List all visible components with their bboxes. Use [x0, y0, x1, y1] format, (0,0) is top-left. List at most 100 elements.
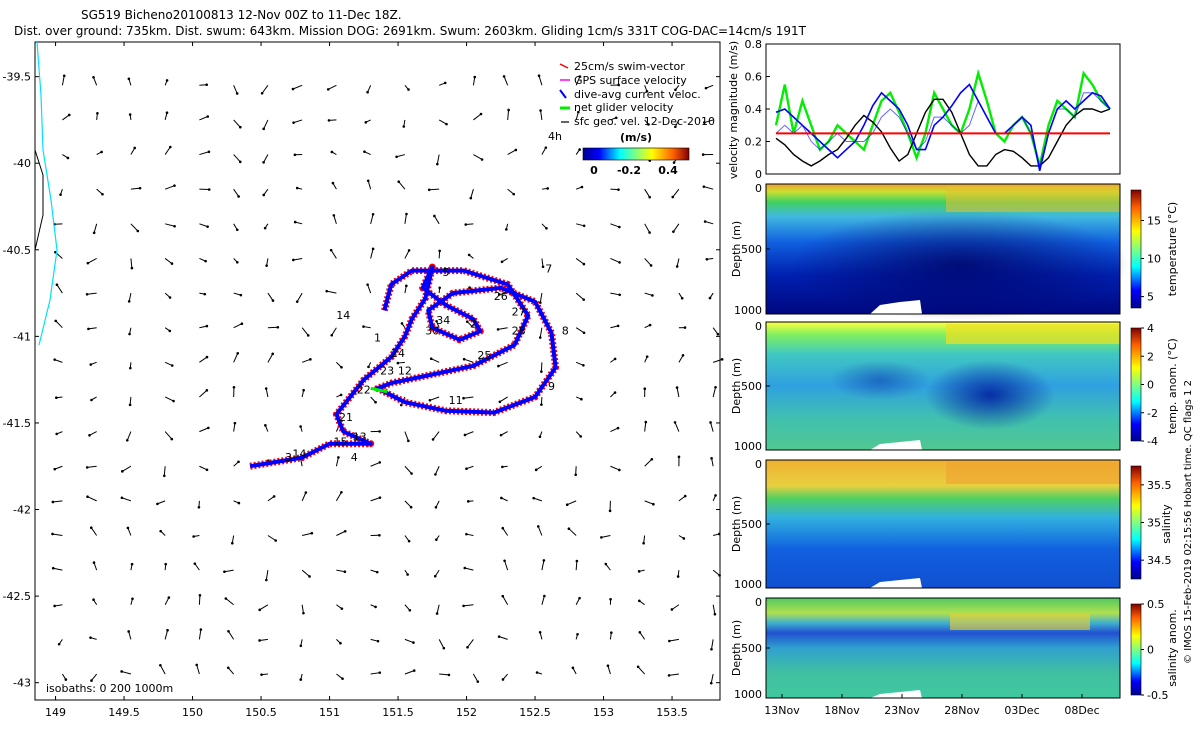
velocity-vector [233, 323, 243, 329]
velocity-vector-head [651, 294, 654, 297]
day-label: 1 [374, 332, 381, 345]
velocity-vector-head [429, 357, 433, 360]
velocity-vector [463, 604, 474, 607]
temp-anomaly-cold-patch [830, 360, 930, 400]
velocity-vector [396, 154, 406, 158]
temp-anomaly-colorbar-ticks: -4 -2 0 2 4 [1141, 322, 1158, 448]
velocity-vector-head [720, 358, 724, 361]
velocity-vector-head [378, 671, 382, 674]
velocity-vector-head [412, 641, 415, 644]
colorbar-tick-label: 15 [1147, 214, 1161, 227]
colorbar-tick-label: -0.5 [1147, 689, 1168, 702]
velocity-vector [669, 638, 679, 642]
velocity-vector [464, 431, 474, 436]
velocity-vector-head [343, 570, 347, 573]
velocity-vector-head [703, 220, 707, 223]
velocity-vector-head [239, 125, 242, 129]
velocity-vector-head [51, 532, 54, 536]
day-label: 34 [436, 314, 450, 327]
velocity-vector [90, 527, 98, 536]
velocity-vector-head [512, 192, 516, 196]
velocity-vector [533, 497, 543, 502]
velocity-vector-head [156, 502, 159, 506]
velocity-vector-head [501, 526, 505, 530]
velocity-vector-head [332, 214, 336, 217]
velocity-vector [261, 84, 269, 94]
velocity-vector [429, 396, 440, 401]
velocity-vector-head [434, 506, 438, 509]
velocity-vector-head [173, 184, 176, 187]
velocity-vector-head [578, 148, 581, 151]
velocity-vector-head [133, 146, 137, 150]
day-label: 30 [425, 325, 439, 338]
velocity-vector-head [67, 113, 71, 117]
velocity-vector [470, 189, 474, 199]
day-label: 8 [562, 325, 569, 338]
velocity-vector-head [165, 111, 169, 115]
velocity-vector [676, 258, 680, 267]
legend-label-sfc: sfc geo. vel. 12-Dec-2010 [574, 115, 715, 128]
velocity-vector-head [480, 158, 484, 161]
velocity-vector-head [582, 363, 585, 367]
velocity-vector-head [427, 188, 431, 192]
velocity-vector [233, 119, 241, 128]
velocity-vector [130, 187, 141, 190]
velocity-vector-head [199, 628, 203, 631]
velocity-vector-head [648, 195, 651, 199]
velocity-vector-head [167, 596, 171, 599]
salinity-no-data [766, 578, 922, 588]
velocity-vector-head [501, 465, 504, 469]
velocity-vector-head [378, 461, 382, 464]
legend-colorbar [582, 147, 690, 161]
velocity-vector-head [574, 473, 577, 477]
velocity-vector-head [162, 474, 166, 478]
velocity-vector [566, 500, 577, 506]
velocity-vector [498, 636, 508, 640]
velocity-vector-head [299, 644, 303, 648]
velocity-vector [610, 427, 619, 433]
velocity-vector-head [617, 83, 620, 87]
velocity-vector-head [325, 289, 329, 293]
velocity-vector-head [538, 336, 542, 339]
velocity-vector-head [337, 456, 340, 459]
velocity-vector-head [407, 539, 411, 543]
velocity-vector-head [578, 596, 581, 600]
velocity-vector [328, 84, 337, 90]
velocity-vector-head [195, 663, 199, 667]
velocity-vector-head [235, 92, 239, 95]
velocity-vector-head [330, 333, 334, 337]
velocity-vector-head [86, 495, 89, 499]
velocity-vector-head [436, 162, 439, 166]
velocity-vector [575, 258, 585, 265]
velocity-vector-head [120, 496, 124, 500]
velocity-vector [503, 76, 509, 86]
velocity-vector-head [536, 525, 540, 528]
legend-item-swim-vector: 25cm/s swim-vector [559, 60, 685, 73]
velocity-vector-head [645, 89, 649, 93]
legend-item-dac: dive-avg current veloc. [559, 88, 701, 101]
velocity-vector-head [53, 358, 56, 361]
velocity-vector [370, 461, 380, 467]
velocity-vector [507, 149, 517, 155]
velocity-vector [610, 325, 619, 329]
velocity-vector [335, 492, 342, 502]
velocity-vector [326, 290, 337, 294]
velocity-vector [199, 465, 208, 471]
legend-cb-tick-0: 0 [590, 164, 598, 177]
velocity-vector-head [433, 214, 436, 218]
legend-label-net: net glider velocity [574, 101, 674, 114]
velocity-vector [568, 528, 577, 536]
velocity-vector-head [412, 669, 416, 672]
velocity-vector [91, 673, 98, 681]
velocity-vector-head [618, 293, 621, 297]
map-ytick-label: -40 [13, 157, 31, 170]
velocity-vector [367, 284, 372, 294]
velocity-vector-head [92, 598, 95, 602]
velocity-vector [333, 215, 337, 224]
velocity-vector-head [302, 388, 305, 392]
velocity-vector-head [90, 398, 93, 402]
velocity-vector-head [236, 351, 240, 355]
velocity-vector-head [341, 677, 344, 680]
day-label: 5 [443, 266, 450, 279]
velocity-vector-head [565, 503, 569, 506]
